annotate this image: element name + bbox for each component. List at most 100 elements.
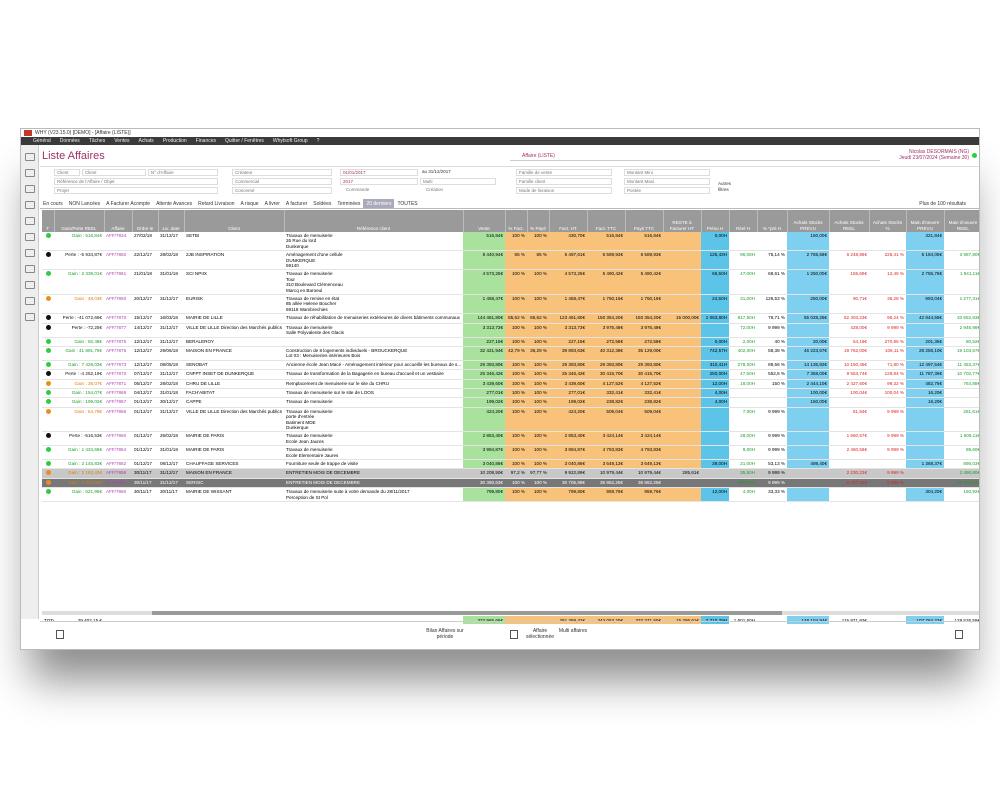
field[interactable]: Concerné xyxy=(232,187,332,194)
row[interactable]: Gain : 92,48€ AFF/7875 12/12/17 31/12/17 BER… xyxy=(42,337,979,347)
column-header[interactable]: % *pré H xyxy=(757,210,788,232)
column-header[interactable]: Vente xyxy=(463,210,506,232)
column-header[interactable]: Prévu H xyxy=(701,210,730,232)
tab[interactable]: A facturer xyxy=(285,201,308,207)
column-header[interactable]: T xyxy=(42,210,55,232)
icon[interactable] xyxy=(510,630,518,639)
column-header[interactable]: Ordre le xyxy=(132,210,159,232)
column-header[interactable]: Achats Stocks REEL xyxy=(829,210,870,232)
row[interactable]: Gain : 2 145,83€ AFF/7862 01/12/17 08/12/17… xyxy=(42,459,979,470)
tab[interactable]: Retard Livraison xyxy=(198,201,235,207)
field[interactable]: Mode de livraison xyxy=(516,187,612,194)
menu-item[interactable]: Production xyxy=(162,138,187,144)
cell xyxy=(906,478,944,489)
column-header[interactable]: Payé TTC xyxy=(625,210,664,232)
column-header[interactable]: Main d'oeuvre PREVU xyxy=(906,210,945,232)
row[interactable]: Gain : 2 182,43€ AFF/7859 30/11/17 31/12/17… xyxy=(42,468,979,479)
cell: 9 553,74€ xyxy=(829,369,869,380)
row[interactable]: Gain : 3 313,95€ AFF/7861 30/11/17 31/12/17… xyxy=(42,478,979,489)
cell: 05/12/17 xyxy=(132,379,158,389)
cell: 36,28 % xyxy=(869,294,906,315)
row[interactable]: Perte : -41 072,66€ AFF/7870 15/12/17 16/03… xyxy=(42,313,979,324)
column-header[interactable]: % Payé xyxy=(527,210,550,232)
button[interactable]: Multi affaires xyxy=(558,628,588,634)
tab[interactable]: A risque xyxy=(240,201,259,207)
tab[interactable]: Soldées xyxy=(313,201,332,207)
field[interactable]: Montant Mini xyxy=(624,169,710,176)
tab[interactable]: Terminées xyxy=(337,201,361,207)
field[interactable]: Multi xyxy=(420,178,496,185)
row[interactable]: Perte : -516,53€ AFF/7860 01/12/17 26/02/18… xyxy=(42,431,979,447)
row[interactable]: Gain : 621,98€ AFF/7860 30/11/17 30/11/17 MA… xyxy=(42,487,979,503)
row[interactable]: Gain : 199,02€ AFF/7867 01/12/17 30/12/17 CA… xyxy=(42,397,979,408)
icon[interactable] xyxy=(955,630,963,639)
row[interactable]: Gain : 154,07€ AFF/7869 04/12/17 31/01/18 FA… xyxy=(42,388,979,399)
cell: 100 % xyxy=(505,360,527,371)
row[interactable]: Perte : -4 252,19€ AFF/7870 07/12/17 31/12/… xyxy=(42,369,979,380)
column-header[interactable]: Réel H xyxy=(729,210,758,232)
column-header[interactable]: Référence client xyxy=(284,210,464,232)
row[interactable]: Perte : -72,25€ AFF/7877 14/12/17 31/12/17 V… xyxy=(42,323,979,338)
column-header[interactable]: Client xyxy=(184,210,285,232)
cell: 31/12/17 xyxy=(158,478,184,489)
tab[interactable]: En cours xyxy=(43,201,63,207)
field[interactable]: Montant Maxi xyxy=(624,178,710,185)
row[interactable]: Gain : 2 339,01€ AFF/7861 21/01/18 31/01/18… xyxy=(42,269,979,296)
menu-item[interactable]: Achats xyxy=(138,138,154,144)
field[interactable]: 01/01/2017 xyxy=(340,169,418,176)
button[interactable]: Bilan Affaires sur période xyxy=(426,628,464,640)
row[interactable]: Gain : 64,79€ AFF/7865 01/12/17 31/12/17 VIL… xyxy=(42,407,979,433)
row[interactable]: Gain : 1 434,69€ AFF/7864 01/12/17 31/01/18… xyxy=(42,445,979,460)
menu-item[interactable]: Tâches xyxy=(88,138,106,144)
cell: 1 458,47€ xyxy=(549,294,587,315)
row[interactable]: Gain : 48,03€ AFF/7850 20/12/17 31/12/17 EUR… xyxy=(42,294,979,315)
field[interactable]: Projet xyxy=(54,187,218,194)
field[interactable]: Client xyxy=(54,169,80,176)
radio[interactable]: Création xyxy=(424,187,474,194)
menu-item[interactable]: Whytsoft Group xyxy=(272,138,308,144)
radio[interactable]: Commande xyxy=(344,187,394,194)
menu-item[interactable]: Général xyxy=(33,138,51,144)
menu-item[interactable]: Quitter / Fenêtres xyxy=(225,138,264,144)
field[interactable]: Créateur xyxy=(232,169,332,176)
field[interactable]: Famille client xyxy=(516,178,612,185)
tab[interactable]: Attente Avances xyxy=(156,201,193,207)
field[interactable]: N° d'Affaire xyxy=(148,169,218,176)
column-header[interactable]: Achats Stocks % xyxy=(869,210,907,232)
tab[interactable]: NON Lancées xyxy=(68,201,101,207)
column-header[interactable]: Fact. TTC xyxy=(587,210,626,232)
column-header[interactable]: % Fact. xyxy=(505,210,528,232)
column-header[interactable]: Fact. HT xyxy=(549,210,588,232)
row[interactable]: Gain : 516,84€ AFF/7934 27/02/18 31/12/17 SE… xyxy=(42,232,979,252)
tab[interactable]: A livrer xyxy=(264,201,280,207)
column-header[interactable]: Achats Stocks PREVU xyxy=(787,210,830,232)
menu-item[interactable]: Données xyxy=(59,138,80,144)
menu-item[interactable]: Ventes xyxy=(114,138,130,144)
status-cell xyxy=(42,388,54,399)
row[interactable]: Perte : -5 934,87€ AFF/7892 22/12/17 28/02/… xyxy=(42,250,979,271)
field[interactable]: au 31/12/2017 xyxy=(420,169,496,176)
field[interactable]: Client xyxy=(82,169,146,176)
row[interactable]: Gain : 7 428,03€ AFF/7873 12/12/17 08/05/18… xyxy=(42,360,979,371)
filter-select[interactable]: Affaire (LISTE) xyxy=(510,152,880,161)
row[interactable]: Gain : 36,07€ AFF/7871 05/12/17 28/02/18 CHR… xyxy=(42,379,979,389)
field[interactable]: Famille de vente xyxy=(516,169,612,176)
button[interactable]: Affaire sélectionnée xyxy=(525,628,555,640)
field[interactable]: Référence de l'Affaire / Objet xyxy=(54,178,218,185)
field[interactable]: 2017 xyxy=(340,178,418,185)
column-header[interactable]: Liv. date xyxy=(158,210,185,232)
row[interactable]: Gain : 41 891,75€ AFF/7876 12/12/17 29/06/1… xyxy=(42,346,979,361)
field[interactable]: Postée xyxy=(624,187,710,194)
menu-item[interactable]: Finances xyxy=(195,138,217,144)
button[interactable]: Autres filtres xyxy=(716,181,740,192)
menu-item[interactable]: ? xyxy=(316,138,320,144)
field[interactable]: Commercial xyxy=(232,178,332,185)
column-header[interactable]: Gain/Perte REEL xyxy=(54,210,105,232)
tab[interactable]: 20 derniers xyxy=(363,199,395,208)
column-header[interactable]: RESTE à Facturer HT xyxy=(663,210,702,232)
column-header[interactable]: Affaire xyxy=(104,210,133,232)
tab[interactable]: TOUTES xyxy=(397,201,418,207)
icon[interactable] xyxy=(56,630,64,639)
column-header[interactable]: Main d'oeuvre REEL xyxy=(944,210,979,232)
tab[interactable]: A Facturer Acompte xyxy=(106,201,151,207)
